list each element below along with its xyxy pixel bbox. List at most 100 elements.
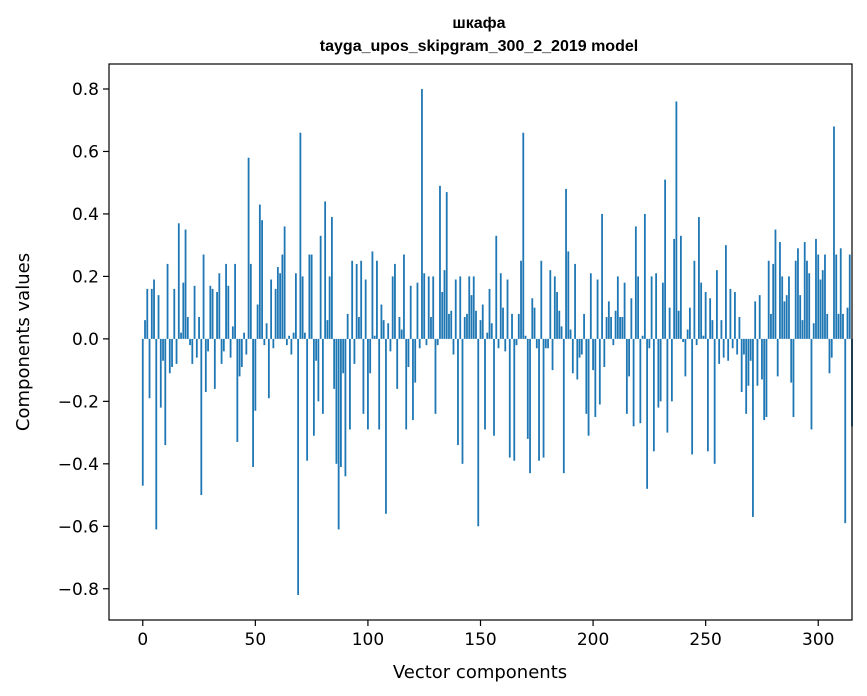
bar: [571, 338, 574, 374]
bar: [303, 332, 306, 339]
bar: [601, 213, 603, 339]
bar: [337, 338, 340, 530]
bar: [718, 338, 721, 364]
bar: [803, 242, 806, 339]
bar: [569, 329, 572, 339]
bar: [288, 335, 291, 339]
plot-frame: [108, 63, 853, 621]
bar: [781, 276, 784, 339]
bar: [634, 226, 637, 339]
bar: [200, 338, 203, 496]
bar: [324, 201, 327, 339]
bar: [533, 307, 536, 339]
bar: [317, 338, 320, 402]
bar: [713, 338, 716, 464]
bar: [346, 313, 349, 339]
x-tick-label: 50: [245, 630, 267, 650]
bar: [517, 313, 520, 339]
bar: [184, 229, 187, 339]
bar: [450, 310, 453, 339]
bar: [281, 254, 284, 339]
bar: [652, 338, 655, 452]
x-axis-ticks: 0 50 100 150 200 250 300: [137, 620, 834, 650]
x-tick-label: 100: [352, 630, 384, 650]
x-tick-label: 300: [802, 630, 834, 650]
bar: [279, 273, 282, 339]
bar: [168, 338, 171, 374]
bar: [427, 276, 430, 339]
bar: [421, 88, 423, 339]
bar: [463, 317, 466, 339]
bar: [812, 323, 815, 339]
bar: [299, 132, 302, 339]
bar: [218, 273, 221, 339]
y-tick-label: 0.4: [72, 205, 99, 225]
bar: [522, 132, 525, 339]
bar: [682, 338, 685, 342]
bar: [657, 338, 660, 408]
bar: [256, 304, 259, 339]
bar: [565, 188, 567, 339]
bar: [207, 338, 209, 352]
bar: [331, 217, 333, 339]
bar: [583, 313, 585, 339]
bar: [513, 338, 516, 461]
bar: [202, 254, 205, 339]
bar: [247, 157, 250, 339]
bar: [700, 282, 703, 339]
bar: [693, 260, 696, 339]
bar: [238, 338, 241, 377]
bar: [360, 260, 363, 339]
bar: [612, 338, 615, 346]
bar: [508, 338, 511, 458]
x-axis-label: Vector components: [393, 662, 567, 683]
bar: [171, 338, 173, 367]
bar: [434, 338, 437, 414]
bar: [394, 263, 396, 339]
bar: [321, 338, 324, 414]
bar: [574, 263, 576, 339]
y-axis-ticks: −0.8 −0.6 −0.4 −0.2 0.0 0.2 0.4 0.6 0.8: [58, 80, 109, 600]
bar: [560, 326, 563, 339]
bar: [691, 338, 694, 455]
bar: [828, 338, 831, 374]
bar: [497, 338, 500, 349]
bar: [628, 338, 630, 377]
plot-bars: [141, 88, 853, 596]
bar: [240, 338, 243, 367]
bar: [430, 317, 432, 339]
bar: [484, 338, 486, 430]
bar: [308, 254, 311, 339]
bar: [846, 307, 849, 339]
x-tick-label: 150: [464, 630, 496, 650]
bar: [819, 279, 822, 339]
bar: [493, 338, 495, 436]
bar: [833, 126, 835, 339]
bar: [380, 304, 383, 339]
bar: [315, 338, 318, 361]
bar: [646, 338, 649, 489]
bar: [150, 288, 153, 339]
bar: [788, 276, 790, 339]
bar: [155, 338, 158, 530]
bar: [472, 276, 475, 339]
bar: [605, 317, 608, 339]
bar: [848, 254, 851, 339]
bar: [231, 326, 234, 339]
bar: [664, 179, 667, 339]
bar: [779, 242, 781, 339]
bar: [177, 223, 180, 339]
bar: [270, 279, 273, 339]
bar: [619, 317, 621, 339]
bar: [747, 338, 750, 386]
bar: [643, 213, 646, 339]
bar: [454, 279, 457, 339]
bar: [306, 338, 309, 461]
bar: [616, 276, 619, 339]
bar: [439, 185, 441, 339]
bar: [698, 217, 700, 339]
bar: [538, 338, 540, 461]
bar: [479, 320, 482, 339]
bar: [535, 338, 538, 349]
